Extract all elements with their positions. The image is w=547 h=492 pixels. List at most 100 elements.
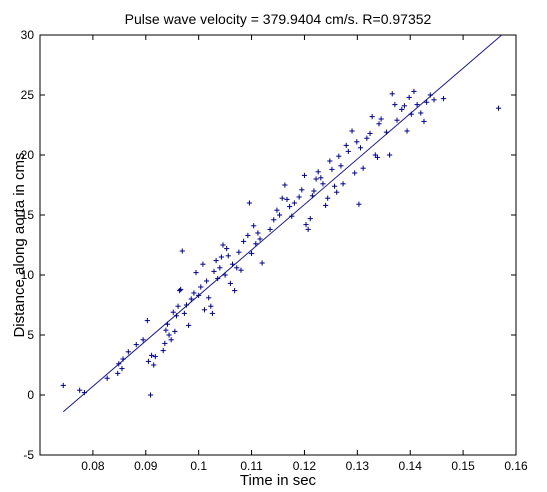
data-point <box>389 91 395 97</box>
data-point <box>215 276 221 282</box>
data-point <box>178 286 184 292</box>
data-point <box>217 265 223 271</box>
data-point <box>408 111 414 117</box>
y-tick-label: 0 <box>27 388 34 402</box>
data-point <box>144 318 150 324</box>
data-point <box>175 303 181 309</box>
data-point <box>193 270 199 276</box>
fit-line <box>62 34 503 413</box>
data-point <box>200 261 206 267</box>
data-point <box>188 296 194 302</box>
data-point <box>251 223 257 229</box>
data-point <box>151 362 157 368</box>
data-point <box>191 290 197 296</box>
data-point <box>289 213 295 219</box>
y-tick-label: 30 <box>21 28 35 42</box>
data-point <box>196 292 202 298</box>
data-point <box>374 154 381 160</box>
data-point <box>356 201 362 207</box>
data-point <box>340 181 346 187</box>
data-point <box>369 114 375 120</box>
data-point <box>241 238 247 244</box>
data-point <box>253 241 259 247</box>
y-tick-label: 20 <box>21 148 35 162</box>
data-point <box>224 246 230 252</box>
data-point <box>163 327 169 333</box>
data-point <box>218 254 225 260</box>
data-point <box>279 195 285 201</box>
y-axis-title: Distance along aorta in cms <box>11 152 28 337</box>
data-point <box>234 265 240 271</box>
data-point <box>301 172 308 178</box>
data-point <box>299 187 305 193</box>
data-point <box>338 163 344 169</box>
data-point <box>376 121 382 127</box>
data-point <box>168 337 174 343</box>
data-point <box>276 212 283 218</box>
data-point <box>183 302 190 308</box>
data-point <box>246 200 253 206</box>
data-point <box>414 102 420 108</box>
data-point <box>296 194 302 200</box>
x-axis: 0.08 0.09 0.1 0.11 0.12 0.13 0.14 0.15 0.16 <box>81 35 528 473</box>
data-point <box>386 152 393 158</box>
data-point <box>354 139 360 145</box>
data-point <box>125 349 131 355</box>
data-point <box>198 284 204 290</box>
data-point <box>309 193 315 199</box>
data-point <box>331 183 338 189</box>
data-point <box>364 135 370 141</box>
x-tick-label: 0.12 <box>293 459 317 473</box>
data-point <box>315 169 321 175</box>
data-point <box>282 182 288 188</box>
data-point <box>357 145 364 151</box>
data-point <box>311 188 317 194</box>
data-point <box>431 97 437 103</box>
data-point <box>145 358 152 364</box>
data-point <box>172 328 178 334</box>
data-point <box>213 258 219 264</box>
data-point <box>406 94 412 100</box>
data-point <box>225 253 231 259</box>
data-point <box>404 128 410 134</box>
data-point <box>334 189 340 195</box>
data-point <box>166 332 172 338</box>
data-point <box>307 216 313 222</box>
data-point <box>147 392 154 398</box>
x-tick-label: 0.09 <box>134 459 158 473</box>
data-point <box>367 130 373 136</box>
data-point <box>116 361 122 367</box>
data-point <box>208 303 214 309</box>
data-point <box>81 390 88 396</box>
data-point <box>77 387 83 393</box>
data-point <box>291 200 297 206</box>
data-point <box>411 88 417 94</box>
data-point <box>287 204 293 210</box>
data-point <box>222 272 228 278</box>
fit-line-group <box>62 34 503 413</box>
y-tick-label: -5 <box>23 448 34 462</box>
data-point <box>267 226 273 232</box>
y-tick-label: 25 <box>21 88 35 102</box>
plot-area <box>39 34 517 456</box>
data-point <box>352 170 358 176</box>
data-point <box>162 340 168 346</box>
data-point <box>238 267 244 273</box>
data-point <box>227 280 233 286</box>
y-axis: -5 0 5 10 15 20 25 30 <box>21 28 516 462</box>
data-point <box>360 165 366 171</box>
data-point <box>148 352 155 358</box>
y-tick-label: 5 <box>27 328 34 342</box>
data-point <box>424 99 430 105</box>
data-point <box>345 148 351 154</box>
data-point <box>186 322 192 328</box>
data-point <box>164 321 171 327</box>
data-point <box>248 250 255 256</box>
x-axis-title: Time in sec <box>240 472 317 489</box>
data-point <box>60 382 66 388</box>
x-tick-label: 0.08 <box>81 459 105 473</box>
x-tick-label: 0.16 <box>504 459 528 473</box>
data-point <box>421 118 427 124</box>
data-point <box>323 202 329 208</box>
